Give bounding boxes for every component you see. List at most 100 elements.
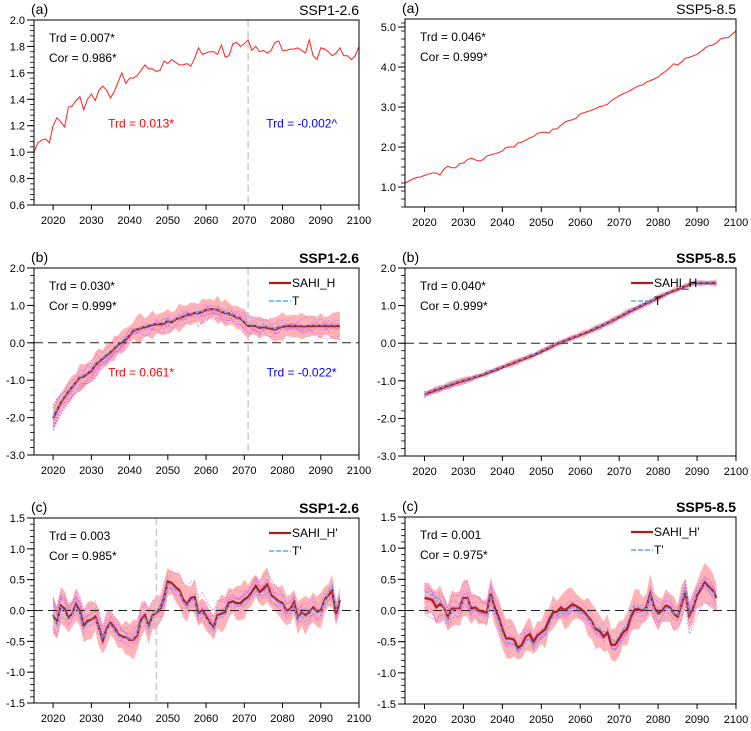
x-tick-label: 2080	[270, 215, 294, 227]
plot-frame	[404, 18, 737, 208]
member-line	[52, 312, 340, 427]
y-tick-label: 0.5	[381, 574, 396, 586]
y-tick-label: 1.6	[10, 68, 25, 80]
panel-b-ssp126: 2020 2030 2040 2050 2060 2070 2080 2090 2100 -3.0…	[6, 249, 371, 477]
panel-a-ssp585: 2020 2030 2040 2050 2060 2070 2080 2090 2100 1.0 2…	[381, 0, 749, 229]
y-tick-label: -0.5	[6, 636, 25, 648]
stat-text: Cor = 0.999*	[420, 50, 488, 64]
y-tick-label: 1.5	[381, 512, 396, 524]
series-line-line	[405, 30, 736, 184]
y-tick-label: -1.0	[6, 667, 25, 679]
series-line-t	[424, 583, 717, 655]
panel-c-ssp585: 2020 2030 2040 2050 2060 2070 2080 2090 2100 -1.5…	[377, 498, 748, 726]
x-tick-label: 2100	[724, 466, 748, 478]
x-tick-label: 2020	[412, 217, 436, 229]
y-tick-label: 5.0	[381, 22, 396, 34]
x-tick-label: 2090	[685, 714, 709, 726]
trend-right-label: Trd = -0.022*	[267, 365, 337, 379]
member-line	[424, 586, 717, 655]
x-tick-label: 2080	[646, 714, 670, 726]
plot-area	[34, 20, 359, 205]
y-tick-label: 3.0	[381, 102, 396, 114]
member-line	[424, 576, 717, 651]
x-tick-label: 2070	[607, 466, 631, 478]
stat-text: Trd = 0.046*	[420, 30, 486, 44]
x-tick-label: 2080	[270, 713, 294, 725]
stat-text: Cor = 0.999*	[420, 299, 488, 313]
y-tick-label: 1.0	[10, 300, 25, 312]
x-tick-label: 2080	[270, 465, 294, 477]
x-tick-label: 2030	[451, 466, 475, 478]
member-line	[424, 580, 717, 652]
y-tick-label: 1.4	[10, 94, 25, 106]
x-tick-label: 2070	[607, 714, 631, 726]
legend-label: SAHI_H'	[654, 525, 700, 539]
x-tick-label: 2080	[646, 217, 670, 229]
plot-area	[405, 279, 736, 399]
x-tick-label: 2040	[117, 215, 141, 227]
y-tick-label: 0.0	[10, 338, 25, 350]
stat-text: Cor = 0.975*	[420, 548, 488, 562]
y-tick-label: 2.0	[381, 142, 396, 154]
plot-area	[405, 562, 736, 662]
x-tick-label: 2030	[79, 465, 103, 477]
panel-label: (a)	[402, 0, 419, 16]
panel-c-ssp126: 2020 2030 2040 2050 2060 2070 2080 2090 2100 -1.5…	[6, 499, 371, 725]
x-tick-label: 2090	[685, 217, 709, 229]
x-tick-label: 2040	[117, 713, 141, 725]
y-tick-label: -1.5	[6, 698, 25, 710]
y-tick-label: 1.2	[10, 121, 25, 133]
x-tick-label: 2090	[309, 713, 333, 725]
y-tick-label: -1.0	[377, 376, 396, 388]
x-tick-label: 2080	[646, 466, 670, 478]
legend-label: T'	[654, 543, 664, 557]
spread-band	[53, 295, 340, 430]
series-line-t	[424, 282, 717, 395]
y-tick-label: 0.8	[10, 174, 25, 186]
y-tick-label: -2.0	[377, 413, 396, 425]
stat-text: Trd = 0.007*	[49, 31, 115, 45]
x-tick-label: 2090	[309, 465, 333, 477]
x-tick-label: 2100	[347, 215, 371, 227]
legend-label: SAHI_H'	[292, 526, 338, 540]
x-tick-label: 2050	[529, 217, 553, 229]
member-line	[52, 313, 341, 427]
x-tick-label: 2100	[347, 465, 371, 477]
scenario-title: SSP5-8.5	[676, 499, 736, 515]
y-tick-label: 1.0	[381, 182, 396, 194]
y-tick-label: 0.6	[10, 200, 25, 212]
x-tick-label: 2030	[451, 714, 475, 726]
stat-text: Trd = 0.030*	[49, 279, 115, 293]
y-tick-label: -1.0	[6, 375, 25, 387]
y-tick-label: 2.0	[381, 263, 396, 275]
y-tick-label: 1.0	[381, 301, 396, 313]
panel-label: (a)	[31, 1, 48, 17]
y-tick-label: 1.0	[10, 544, 25, 556]
member-line	[424, 588, 717, 651]
plot-area	[405, 30, 736, 184]
y-tick-label: 1.8	[10, 41, 25, 53]
x-tick-label: 2070	[232, 465, 256, 477]
x-tick-label: 2050	[529, 714, 553, 726]
x-tick-label: 2020	[412, 714, 436, 726]
series-line-sahih	[52, 580, 341, 644]
plot-frame	[404, 267, 737, 457]
x-tick-label: 2030	[79, 215, 103, 227]
y-tick-label: -2.0	[6, 413, 25, 425]
stat-text: Trd = 0.001	[420, 528, 482, 542]
member-line	[52, 310, 341, 430]
y-tick-label: 0.0	[10, 606, 25, 618]
x-tick-label: 2100	[724, 217, 748, 229]
series-line-sahih	[424, 580, 718, 650]
x-tick-label: 2050	[156, 713, 180, 725]
y-tick-label: 0.0	[381, 606, 396, 618]
x-tick-label: 2070	[232, 713, 256, 725]
x-tick-label: 2050	[529, 466, 553, 478]
x-tick-label: 2100	[347, 713, 371, 725]
x-tick-label: 2020	[41, 215, 65, 227]
plot-area	[34, 268, 359, 455]
scenario-title: SSP1-2.6	[299, 250, 359, 266]
stat-text: Cor = 0.999*	[49, 299, 117, 313]
plot-frame	[33, 19, 360, 206]
scenario-title: SSP5-8.5	[676, 1, 736, 17]
